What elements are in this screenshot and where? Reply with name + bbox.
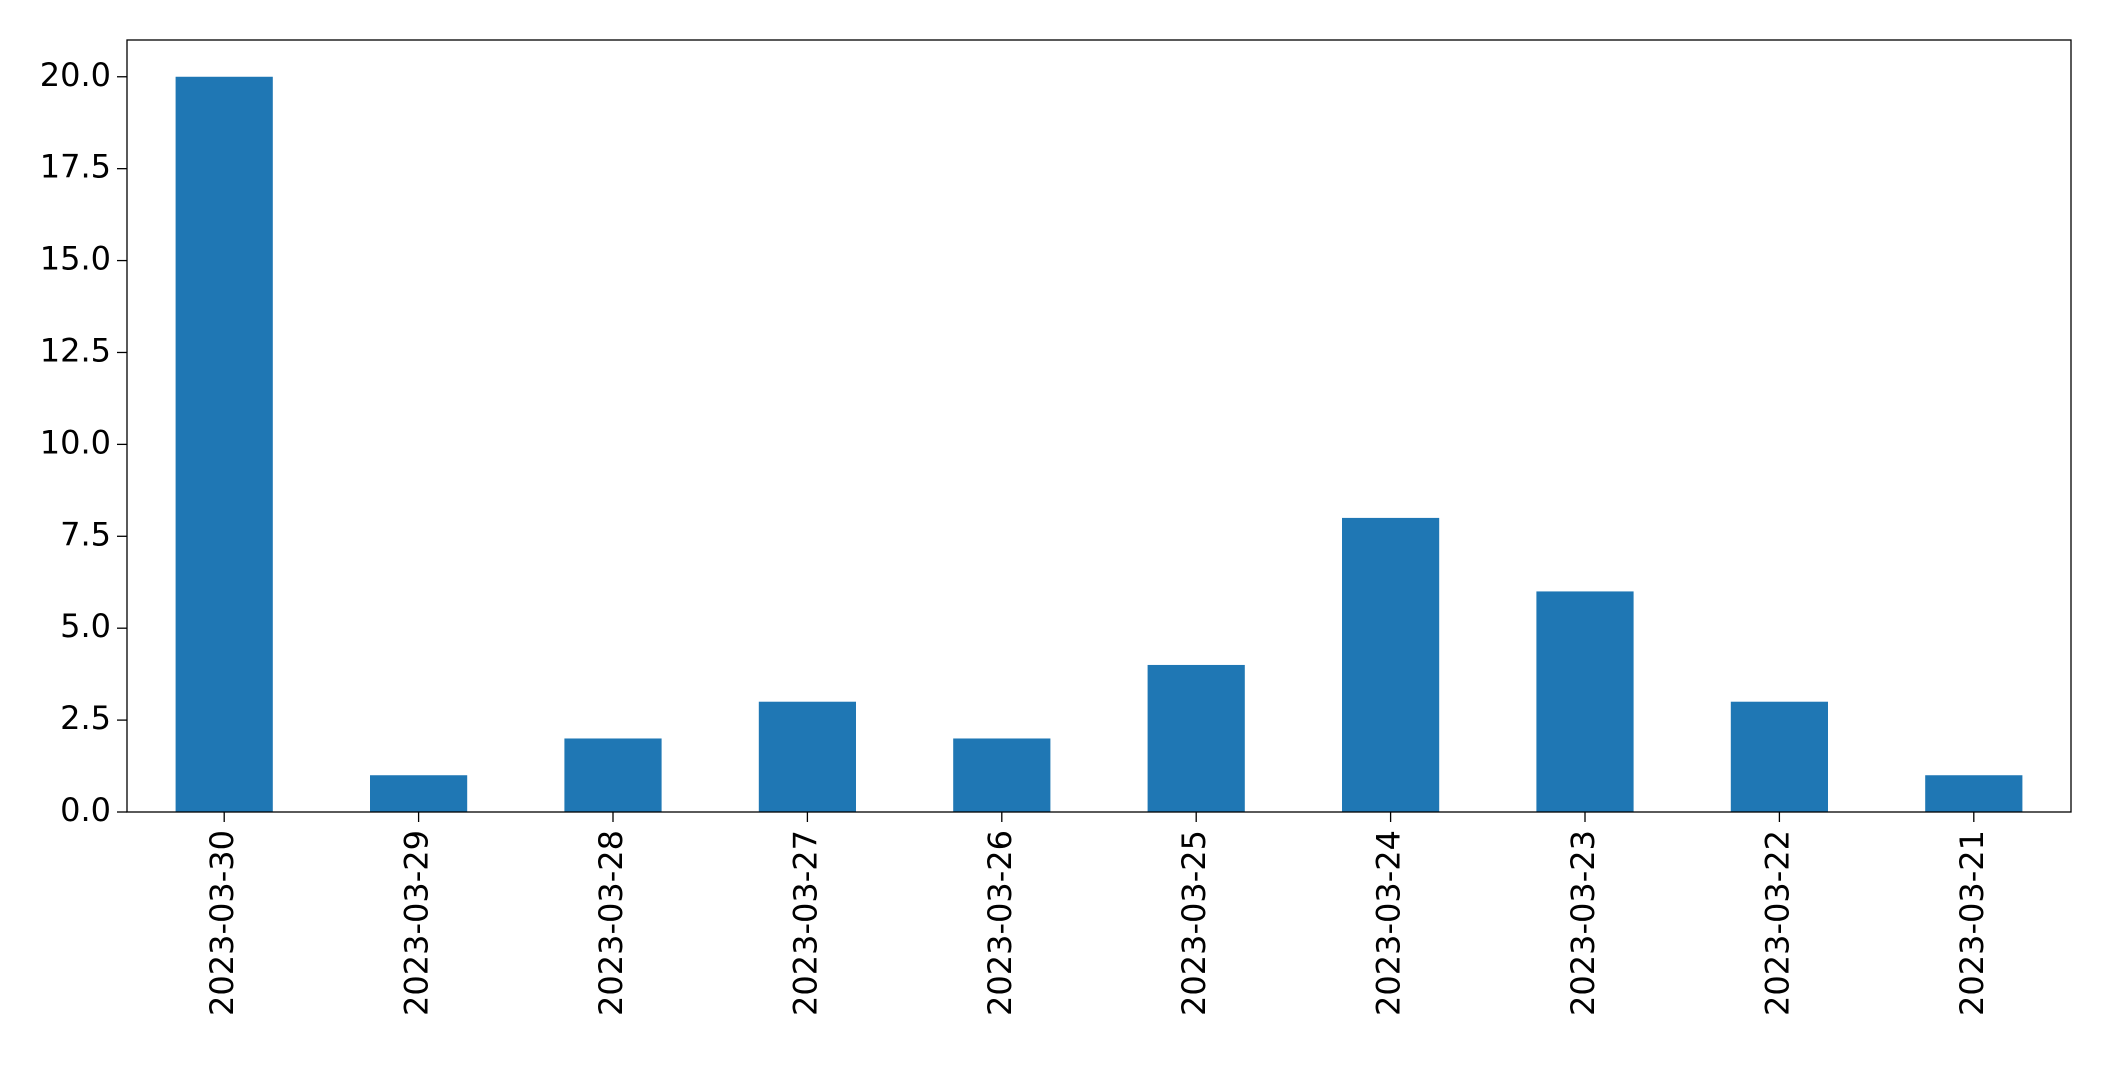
y-tick-label: 15.0 (40, 240, 111, 278)
bar-2023-03-30 (175, 76, 273, 812)
y-axis: 0.0 2.5 5.0 7.5 10.0 12.5 15.0 17.5 20.0 (40, 56, 127, 829)
bar-2023-03-28 (564, 738, 662, 812)
x-tick-label: 2023-03-25 (1175, 830, 1213, 1016)
x-tick-label: 2023-03-21 (1953, 830, 1991, 1016)
y-tick-label: 5.0 (60, 607, 111, 645)
x-axis: 2023-03-30 2023-03-29 2023-03-28 2023-03-27… (203, 812, 1991, 1016)
bar-2023-03-27 (758, 701, 856, 812)
x-tick-label: 2023-03-29 (398, 830, 436, 1016)
x-tick-label: 2023-03-26 (981, 830, 1019, 1016)
y-tick-label: 0.0 (60, 791, 111, 829)
y-tick-label: 12.5 (40, 331, 111, 369)
y-tick-label: 10.0 (40, 423, 111, 461)
x-tick-label: 2023-03-23 (1564, 830, 1602, 1016)
y-tick-label: 20.0 (40, 56, 111, 94)
bar-2023-03-29 (370, 775, 468, 812)
bar-2023-03-23 (1536, 591, 1634, 812)
y-tick-label: 17.5 (40, 148, 111, 186)
x-tick-label: 2023-03-30 (203, 830, 241, 1016)
x-tick-label: 2023-03-28 (592, 830, 630, 1016)
x-tick-label: 2023-03-27 (786, 830, 824, 1016)
y-tick-label: 7.5 (60, 515, 111, 553)
bar-2023-03-21 (1925, 775, 2023, 812)
bar-2023-03-26 (953, 738, 1051, 812)
plot-frame (126, 39, 2072, 813)
bar-2023-03-22 (1730, 701, 1828, 812)
bar-2023-03-25 (1147, 664, 1245, 812)
x-tick-label: 2023-03-24 (1370, 830, 1408, 1016)
x-tick-label: 2023-03-22 (1758, 830, 1796, 1016)
y-tick-label: 2.5 (60, 699, 111, 737)
bars-layer (175, 76, 2023, 812)
bar-2023-03-24 (1342, 517, 1440, 812)
